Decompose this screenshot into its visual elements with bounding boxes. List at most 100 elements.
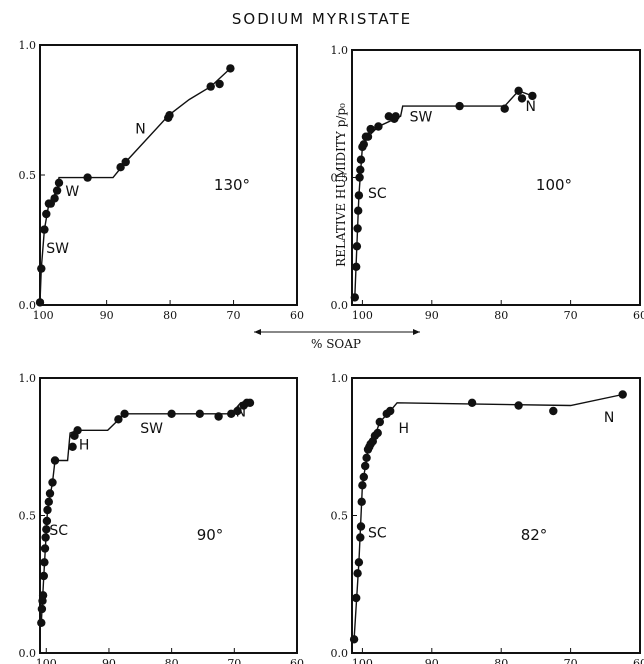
figure-title: SODIUM MYRISTATE: [232, 10, 412, 28]
x-tick-label: 60: [633, 309, 644, 322]
data-point: [245, 398, 255, 407]
data-point: [73, 426, 82, 435]
phase-label-n: N: [604, 410, 614, 426]
data-point: [35, 298, 45, 307]
data-point: [353, 569, 362, 578]
phase-label-sw: SW: [140, 421, 163, 437]
data-point: [83, 173, 92, 182]
data-point: [373, 428, 382, 438]
data-point: [349, 635, 359, 644]
data-point: [354, 206, 363, 215]
data-point: [618, 390, 627, 399]
x-tick-label: 100: [352, 657, 373, 664]
data-point: [50, 456, 60, 465]
data-point: [42, 516, 52, 526]
x-tick-label: 90: [100, 309, 114, 322]
data-point: [350, 293, 359, 302]
y-tick-label: 1.0: [331, 44, 349, 57]
data-point: [39, 571, 48, 581]
data-point: [356, 533, 365, 542]
phase-label-sw: SW: [410, 109, 433, 125]
x-tick-label: 70: [227, 309, 241, 322]
data-point: [356, 522, 366, 531]
data-point: [391, 112, 400, 121]
data-point: [359, 140, 368, 149]
data-point: [68, 442, 77, 451]
arrow-left-icon: [254, 329, 261, 335]
data-point: [54, 178, 64, 187]
temperature-label: 100°: [536, 176, 572, 194]
data-point: [38, 591, 48, 600]
phase-label-sc: SC: [368, 526, 387, 542]
series-line: [353, 393, 623, 640]
data-point: [37, 604, 47, 614]
phase-label-sw: SW: [46, 241, 69, 257]
data-point: [50, 194, 59, 203]
data-point: [353, 224, 362, 233]
data-point: [206, 82, 215, 91]
y-tick-label: 0.0: [331, 647, 349, 660]
phase-label-n: N: [135, 121, 145, 137]
data-point: [215, 79, 224, 89]
data-point: [375, 417, 384, 427]
y-tick-label: 0.0: [19, 647, 37, 660]
x-tick-label: 90: [425, 657, 439, 664]
data-point: [37, 264, 46, 273]
y-tick-label: 1.0: [19, 39, 37, 52]
shared-x-label: % SOAP: [311, 337, 361, 351]
data-point: [45, 489, 55, 498]
data-point: [357, 497, 366, 506]
y-tick-label: 0.5: [19, 169, 37, 182]
x-tick-label: 60: [633, 657, 644, 664]
data-point: [44, 497, 53, 506]
data-point: [52, 186, 62, 195]
data-point: [500, 104, 509, 113]
x-tick-label: 70: [564, 657, 578, 664]
phase-label-h: H: [79, 438, 90, 454]
data-point: [352, 242, 362, 251]
data-point: [40, 544, 50, 553]
temperature-label: 90°: [197, 526, 224, 544]
y-tick-label: 0.5: [19, 510, 37, 523]
panel-90: 100 90 80 70 60 0.0 0.5 1.0 SC H SW N 90°: [19, 372, 305, 664]
data-point: [361, 461, 370, 471]
data-point: [40, 225, 49, 234]
data-point: [42, 209, 51, 219]
data-point: [165, 111, 174, 120]
phase-label-w: W: [65, 184, 79, 200]
data-point: [358, 481, 367, 490]
data-point: [42, 525, 51, 534]
y-tick-label: 1.0: [331, 372, 349, 385]
x-tick-label: 60: [290, 309, 304, 322]
data-point: [356, 155, 366, 164]
x-tick-label: 100: [352, 309, 373, 322]
y-tick-label: 1.0: [19, 372, 37, 385]
x-tick-label: 80: [163, 309, 177, 322]
x-tick-label: 80: [494, 309, 508, 322]
x-tick-label: 60: [290, 657, 304, 664]
y-tick-label: 0.0: [331, 299, 349, 312]
data-point: [114, 415, 123, 424]
data-point: [41, 533, 50, 542]
shared-y-label: RELATIVE HUMIDITY p/p₀: [334, 103, 348, 267]
data-point: [374, 122, 383, 131]
data-point: [517, 94, 527, 103]
plot-frame: [39, 44, 298, 306]
x-tick-label: 80: [494, 657, 508, 664]
data-point: [195, 409, 204, 418]
panel-82: 100 90 80 70 60 0.0 0.5 1.0 SC H N 82°: [331, 372, 644, 664]
phase-label-h: H: [399, 421, 410, 437]
shared-x-axis-arrow: [254, 329, 420, 335]
data-point: [167, 409, 176, 418]
x-tick-label: 90: [425, 309, 439, 322]
data-point: [455, 101, 464, 111]
data-point: [40, 558, 49, 567]
panel-130: 100 90 80 70 60 0.0 0.5 1.0 SW W N 130°: [19, 39, 305, 322]
plot-frame: [351, 377, 641, 654]
data-point: [549, 406, 558, 416]
arrow-right-icon: [413, 329, 420, 335]
phase-label-sc: SC: [49, 523, 68, 539]
data-point: [366, 124, 375, 134]
temperature-label: 130°: [214, 176, 250, 194]
